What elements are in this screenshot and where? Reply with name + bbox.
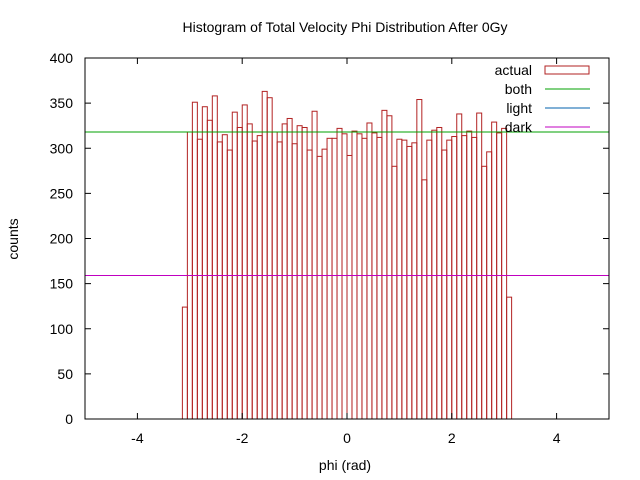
- y-tick-label: 150: [50, 276, 74, 292]
- legend-swatch-actual: [544, 65, 590, 75]
- histogram-bar: [346, 154, 353, 420]
- histogram-bar: [356, 133, 363, 420]
- histogram-bar: [216, 141, 223, 420]
- histogram-bar: [266, 97, 273, 420]
- y-axis-ticks: 0 50 100 150 200 250 300 350 400: [50, 50, 609, 427]
- histogram-bar: [311, 110, 318, 420]
- histogram-bar: [331, 137, 338, 420]
- histogram-bar: [491, 121, 498, 420]
- histogram-bar: [221, 134, 228, 420]
- histogram-bar: [411, 142, 418, 420]
- x-tick-label: -4: [131, 430, 144, 446]
- histogram-bar: [406, 145, 413, 420]
- x-axis-ticks: -4 -2 0 2 4: [131, 58, 561, 446]
- histogram-bar: [301, 126, 308, 420]
- y-tick-label: 350: [50, 95, 74, 111]
- histogram-bar: [421, 179, 428, 420]
- histogram-bar: [446, 139, 453, 420]
- histogram-bar: [231, 111, 238, 420]
- x-tick-label: -2: [236, 430, 249, 446]
- histogram-bar: [256, 135, 263, 420]
- y-tick-label: 0: [65, 411, 73, 427]
- histogram-bar: [391, 165, 398, 420]
- histogram-bar: [441, 149, 448, 420]
- x-tick-label: 4: [553, 430, 561, 446]
- histogram-bars: [181, 90, 513, 420]
- histogram-bar: [236, 126, 243, 420]
- histogram-bar: [381, 109, 388, 420]
- legend-label-light: light: [506, 100, 532, 116]
- y-tick-label: 200: [50, 231, 74, 247]
- reference-lines: [85, 131, 609, 277]
- histogram-bar: [451, 136, 458, 420]
- histogram-bar: [501, 127, 508, 420]
- histogram-bar: [396, 138, 403, 420]
- histogram-bar: [321, 148, 328, 420]
- histogram-bar: [426, 139, 433, 420]
- histogram-bar: [341, 133, 348, 420]
- histogram-bar: [401, 139, 408, 420]
- histogram-bar: [361, 137, 368, 420]
- legend: actual both light dark: [495, 62, 590, 135]
- histogram-bar: [251, 140, 258, 420]
- histogram-bar: [276, 141, 283, 420]
- histogram-bar: [376, 136, 383, 420]
- histogram-bar: [506, 296, 513, 420]
- histogram-bar: [261, 90, 268, 420]
- y-tick-label: 100: [50, 321, 74, 337]
- histogram-bar: [191, 101, 198, 420]
- legend-label-both: both: [505, 81, 532, 97]
- histogram-bar: [226, 149, 233, 420]
- histogram-bar: [201, 106, 208, 420]
- histogram-bar: [286, 117, 293, 420]
- histogram-bar: [431, 129, 438, 420]
- y-tick-label: 50: [57, 366, 73, 382]
- histogram-bar: [326, 137, 333, 420]
- histogram-bar: [366, 122, 373, 420]
- histogram-bar: [436, 126, 443, 420]
- histogram-bar: [486, 151, 493, 420]
- histogram-bar: [471, 136, 478, 420]
- histogram-bar: [291, 143, 298, 420]
- histogram-bar: [476, 112, 483, 420]
- histogram-bar: [196, 138, 203, 420]
- y-axis-label: counts: [5, 218, 21, 259]
- histogram-bar: [211, 95, 218, 420]
- histogram-bar: [386, 115, 393, 420]
- histogram-bar: [461, 135, 468, 420]
- x-axis-label: phi (rad): [319, 457, 371, 473]
- y-tick-label: 400: [50, 50, 74, 66]
- x-tick-label: 2: [448, 430, 456, 446]
- x-tick-label: 0: [343, 430, 351, 446]
- histogram-bar: [316, 155, 323, 420]
- histogram-bar: [281, 123, 288, 420]
- histogram-bar: [246, 123, 253, 420]
- histogram-bar: [306, 149, 313, 420]
- histogram-bar: [241, 104, 248, 420]
- histogram-bar: [181, 306, 188, 420]
- histogram-bar: [481, 165, 488, 420]
- histogram-bar: [456, 113, 463, 420]
- histogram-bar: [296, 125, 303, 420]
- histogram-bar: [416, 99, 423, 420]
- legend-label-dark: dark: [505, 119, 533, 135]
- histogram-bar: [336, 127, 343, 420]
- y-tick-label: 250: [50, 185, 74, 201]
- chart-title: Histogram of Total Velocity Phi Distribu…: [183, 19, 508, 35]
- y-tick-label: 300: [50, 140, 74, 156]
- histogram-bar: [206, 119, 213, 420]
- legend-label-actual: actual: [495, 62, 532, 78]
